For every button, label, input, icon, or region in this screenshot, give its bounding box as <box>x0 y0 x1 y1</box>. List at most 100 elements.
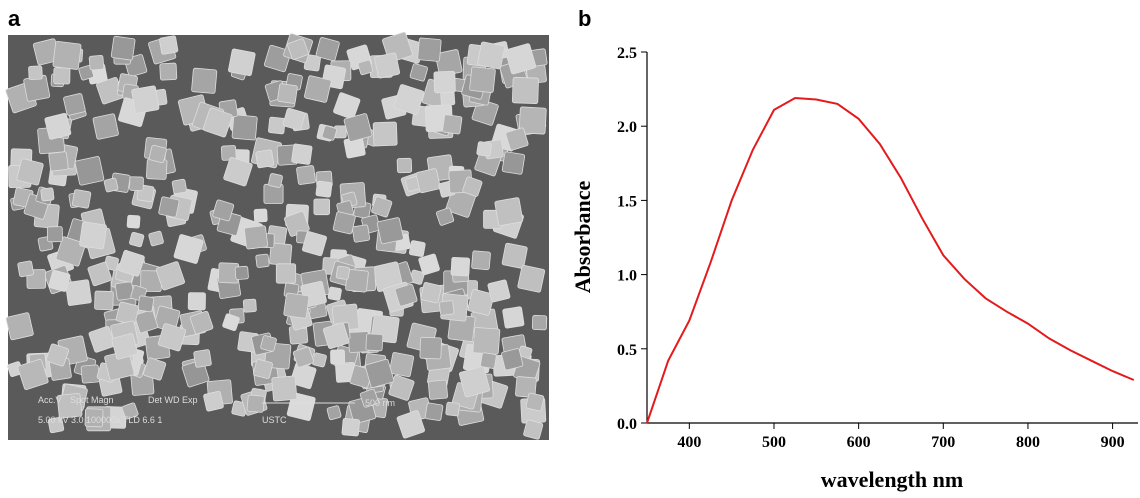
particle <box>469 66 496 93</box>
x-tick-label: 800 <box>1016 434 1040 451</box>
particle <box>253 208 268 223</box>
particle <box>427 379 448 400</box>
particle <box>480 352 497 369</box>
particle <box>296 165 316 185</box>
particle <box>359 388 379 408</box>
particle <box>440 90 456 106</box>
x-tick-label: 900 <box>1101 434 1125 451</box>
particle <box>222 313 240 331</box>
x-tick-label: 400 <box>677 434 701 451</box>
data-line <box>646 96 1135 424</box>
particle <box>145 158 168 180</box>
particle <box>148 230 164 247</box>
particle <box>424 402 444 421</box>
particle <box>231 114 258 141</box>
particle <box>228 48 256 77</box>
particle <box>417 37 442 62</box>
particle <box>16 158 44 186</box>
particle <box>357 59 374 76</box>
sem-text: Acc.V <box>38 395 62 405</box>
particle <box>202 107 233 138</box>
particle <box>472 327 501 355</box>
particle <box>502 306 525 329</box>
particle <box>80 364 100 384</box>
particle <box>435 207 455 226</box>
particle <box>148 144 167 164</box>
particle <box>418 253 440 276</box>
particle <box>471 250 491 271</box>
particle <box>40 187 55 202</box>
particle <box>313 198 330 216</box>
sem-text: 500 nm <box>365 398 395 408</box>
particle <box>103 177 119 193</box>
particle <box>467 288 495 316</box>
y-tick-label: 2.5 <box>617 45 637 62</box>
particle <box>476 141 492 157</box>
particle <box>159 35 179 55</box>
particle <box>255 253 270 268</box>
particle <box>511 76 539 104</box>
particle <box>63 93 86 116</box>
particle <box>143 357 167 381</box>
particle <box>462 176 483 197</box>
particle <box>374 52 401 79</box>
particle <box>71 189 92 209</box>
particle <box>321 125 338 141</box>
x-tick-label: 600 <box>847 434 871 451</box>
particle <box>17 358 49 391</box>
particle <box>438 300 455 316</box>
x-tick-label: 700 <box>931 434 955 451</box>
particle <box>242 298 257 313</box>
particle <box>246 394 265 413</box>
y-tick-label: 0.5 <box>617 342 637 359</box>
particle <box>301 231 327 257</box>
particle <box>531 315 548 331</box>
particle <box>409 63 428 82</box>
particle <box>155 261 186 291</box>
particle <box>505 43 537 75</box>
particle <box>326 405 342 421</box>
sem-text: Det WD Exp <box>148 395 198 405</box>
particle <box>442 114 463 135</box>
y-tick-label: 1.5 <box>617 193 637 210</box>
particle <box>282 107 306 131</box>
particle <box>525 392 545 412</box>
particle <box>187 292 206 311</box>
particle <box>87 261 112 287</box>
particle <box>517 264 546 293</box>
particle <box>244 225 269 250</box>
particle <box>74 156 105 186</box>
particle <box>131 85 160 114</box>
particle <box>56 392 83 419</box>
particle <box>171 178 188 195</box>
particle <box>275 263 297 284</box>
x-axis-label: wavelength nm <box>821 467 963 492</box>
particle <box>173 234 204 264</box>
particle <box>234 265 249 280</box>
particle <box>505 127 529 151</box>
particle <box>394 283 418 307</box>
particle <box>420 282 442 304</box>
particle <box>129 231 145 248</box>
particle <box>494 197 524 226</box>
particle <box>53 67 71 85</box>
particles <box>5 31 548 440</box>
particle <box>372 121 398 147</box>
particle <box>501 151 526 175</box>
particle <box>48 151 69 172</box>
particle <box>268 116 286 135</box>
particle <box>389 352 415 378</box>
particle <box>191 67 218 94</box>
particle <box>48 269 71 292</box>
particle <box>332 211 356 235</box>
particle <box>255 149 275 169</box>
particle <box>45 343 70 367</box>
particle <box>268 173 283 188</box>
particle <box>287 38 309 60</box>
particle <box>189 310 214 335</box>
particle <box>129 176 144 192</box>
particle <box>78 65 94 81</box>
particle <box>203 390 224 412</box>
particle <box>341 417 360 437</box>
